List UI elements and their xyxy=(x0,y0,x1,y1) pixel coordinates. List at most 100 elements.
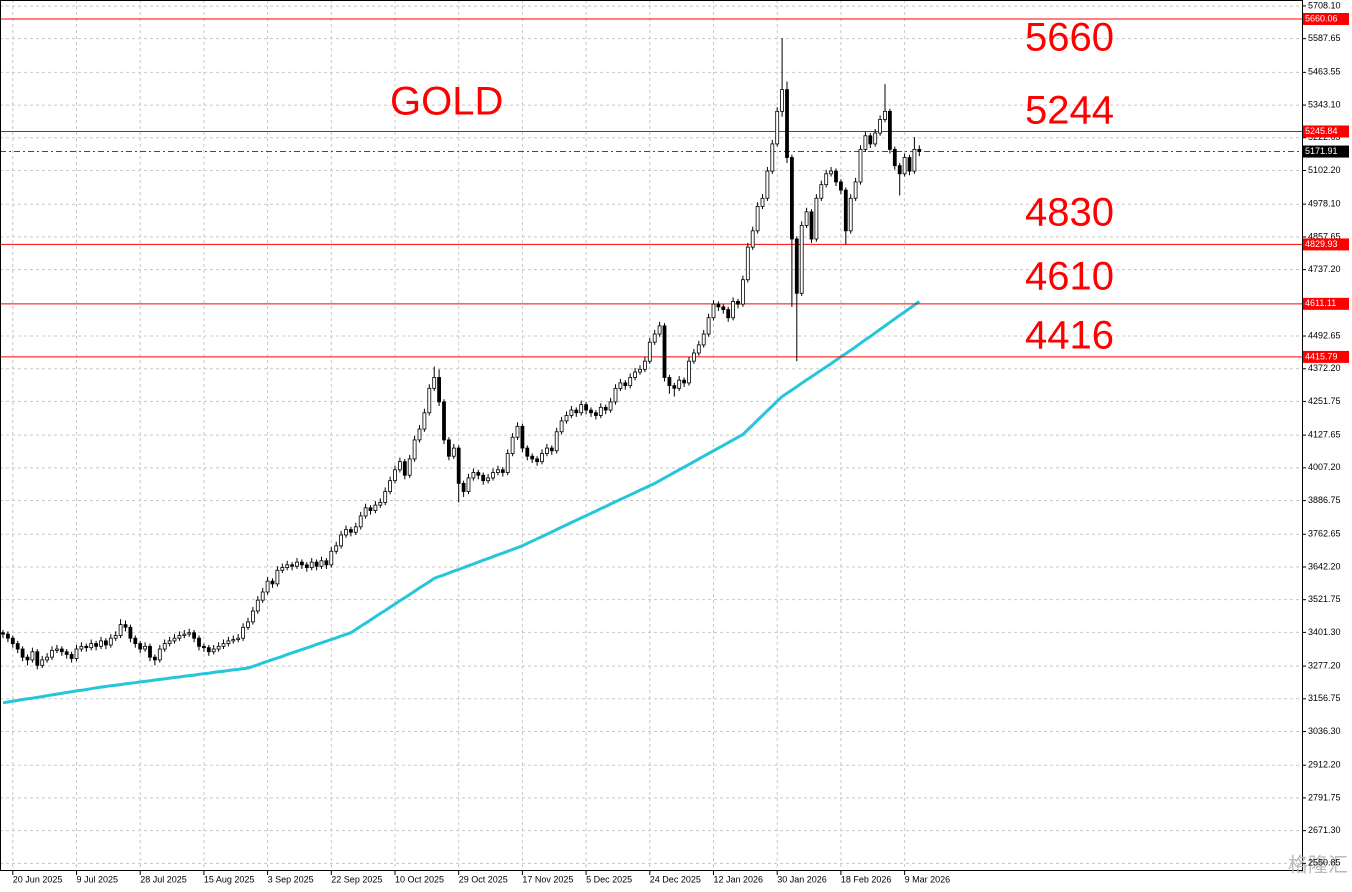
y-tick-label: 3521.75 xyxy=(1308,594,1341,604)
candle-body xyxy=(314,561,319,567)
candle-body xyxy=(569,409,574,416)
candle-body xyxy=(50,649,54,658)
candle-body xyxy=(721,306,726,310)
candle-body xyxy=(907,157,912,172)
candle-body xyxy=(324,560,329,566)
y-tick-label: 4007.20 xyxy=(1308,462,1341,472)
candle-body xyxy=(64,651,69,655)
candle-body xyxy=(633,371,637,378)
candle-body xyxy=(451,447,456,457)
candle-body xyxy=(197,637,201,647)
candle-body xyxy=(843,189,848,232)
x-tick-label: 3 Sep 2025 xyxy=(268,874,314,884)
candle-body xyxy=(59,648,64,653)
candle-body xyxy=(476,472,481,476)
candle-body xyxy=(187,632,192,635)
candle-body xyxy=(25,656,30,661)
y-tick-label: 5463.55 xyxy=(1308,67,1341,77)
candle-body xyxy=(192,632,197,639)
candle-body xyxy=(30,651,35,661)
x-tick-label: 18 Feb 2026 xyxy=(841,874,892,884)
candle-body xyxy=(344,529,348,536)
candle-body xyxy=(794,238,799,294)
candle-body xyxy=(172,637,177,642)
level-label: 5245.84 xyxy=(1305,126,1338,136)
candle-body xyxy=(731,301,735,319)
candle-body xyxy=(736,301,740,305)
candle-body xyxy=(613,387,618,403)
candle-body xyxy=(481,474,486,482)
candle-body xyxy=(848,197,853,232)
candle-body xyxy=(143,645,148,650)
candle-body xyxy=(104,640,108,646)
candle-body xyxy=(113,635,118,639)
candle-body xyxy=(260,591,265,601)
candle-body xyxy=(618,382,623,389)
level-label: 4415.79 xyxy=(1305,351,1338,361)
candle-body xyxy=(348,529,353,533)
candle-body xyxy=(368,507,373,511)
candle-body xyxy=(667,377,672,387)
level-label-box xyxy=(1303,125,1349,138)
x-tick-label: 9 Mar 2026 xyxy=(905,874,951,884)
candle-body xyxy=(839,181,843,191)
candle-body xyxy=(133,637,138,645)
annotation: 5244 xyxy=(1025,89,1114,133)
candle-body xyxy=(35,651,40,666)
candle-body xyxy=(554,431,559,452)
candle-body xyxy=(726,309,731,319)
candle-body xyxy=(638,368,642,373)
candle-body xyxy=(520,425,525,449)
candle-body xyxy=(790,157,794,240)
y-tick-label: 3401.30 xyxy=(1308,627,1341,637)
level-label-box xyxy=(1303,12,1349,25)
y-tick-label: 2912.20 xyxy=(1308,760,1341,770)
y-tick-label: 2550.85 xyxy=(1308,858,1341,868)
candle-body xyxy=(598,406,603,416)
candle-body xyxy=(295,561,299,567)
x-tick-label: 20 Jun 2025 xyxy=(13,874,63,884)
x-tick-label: 10 Oct 2025 xyxy=(395,874,444,884)
moving-average xyxy=(2,300,921,705)
candle-body xyxy=(45,656,49,661)
candle-body xyxy=(206,647,211,653)
candle-body xyxy=(760,197,765,207)
candle-body xyxy=(672,385,677,389)
candle-body xyxy=(589,409,593,414)
candle-body xyxy=(388,480,393,492)
candle-body xyxy=(623,382,628,387)
candle-body xyxy=(304,564,309,568)
candle-body xyxy=(118,624,123,636)
candle-body xyxy=(15,643,20,650)
y-tick-label: 5102.20 xyxy=(1308,165,1341,175)
candle-body xyxy=(574,409,579,414)
candle-body xyxy=(162,643,167,650)
candle-body xyxy=(652,333,657,343)
candle-body xyxy=(363,507,368,517)
candle-body xyxy=(770,143,775,172)
x-tick-label: 22 Sep 2025 xyxy=(331,874,382,884)
candle-body xyxy=(422,412,427,430)
candle-body xyxy=(20,648,25,658)
y-tick-label: 4492.65 xyxy=(1308,330,1341,340)
candle-body xyxy=(662,325,667,378)
candle-body xyxy=(138,643,143,650)
candle-body xyxy=(255,599,260,612)
candle-body xyxy=(353,526,358,533)
candle-body xyxy=(765,170,770,199)
level-label-box xyxy=(1303,238,1349,251)
level-label: 4611.11 xyxy=(1305,298,1336,308)
y-tick-label: 5587.65 xyxy=(1308,33,1341,43)
candle-body xyxy=(128,626,133,639)
candle-body xyxy=(177,635,182,639)
candle-body xyxy=(608,401,613,411)
candle-body xyxy=(275,569,280,585)
candle-body xyxy=(55,648,59,651)
y-tick-label: 4737.20 xyxy=(1308,264,1341,274)
candle-body xyxy=(701,333,706,346)
x-tick-label: 29 Oct 2025 xyxy=(459,874,508,884)
candle-body xyxy=(706,317,711,335)
candle-body xyxy=(745,246,750,281)
